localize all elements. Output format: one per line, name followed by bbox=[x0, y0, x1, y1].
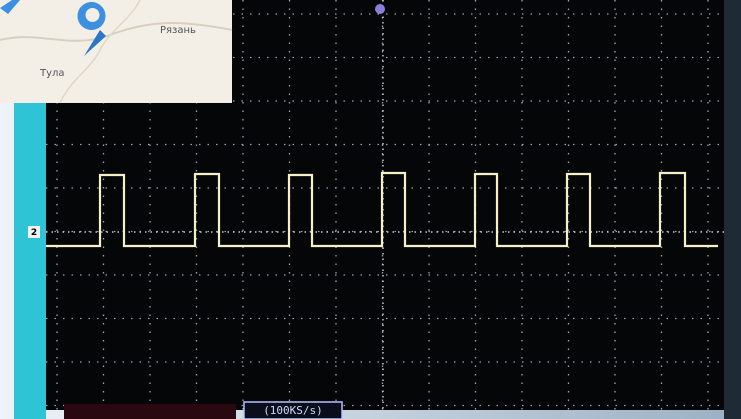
square-wave bbox=[46, 171, 718, 248]
channel-label: 2 bbox=[31, 228, 37, 238]
map-pin bbox=[84, 30, 106, 56]
map-inset bbox=[0, 0, 232, 103]
city-label: Рязань bbox=[160, 25, 196, 36]
map-pin bbox=[77, 2, 106, 30]
status-box bbox=[64, 404, 236, 419]
map-border bbox=[59, 0, 141, 104]
map-pin bbox=[0, 0, 20, 14]
right-edge bbox=[724, 0, 741, 419]
sample-rate: (100KS/s) bbox=[263, 404, 323, 417]
rate-box bbox=[243, 401, 343, 419]
channel-marker bbox=[28, 226, 40, 238]
city-label: Тула bbox=[39, 68, 65, 79]
trigger-marker bbox=[375, 4, 385, 14]
